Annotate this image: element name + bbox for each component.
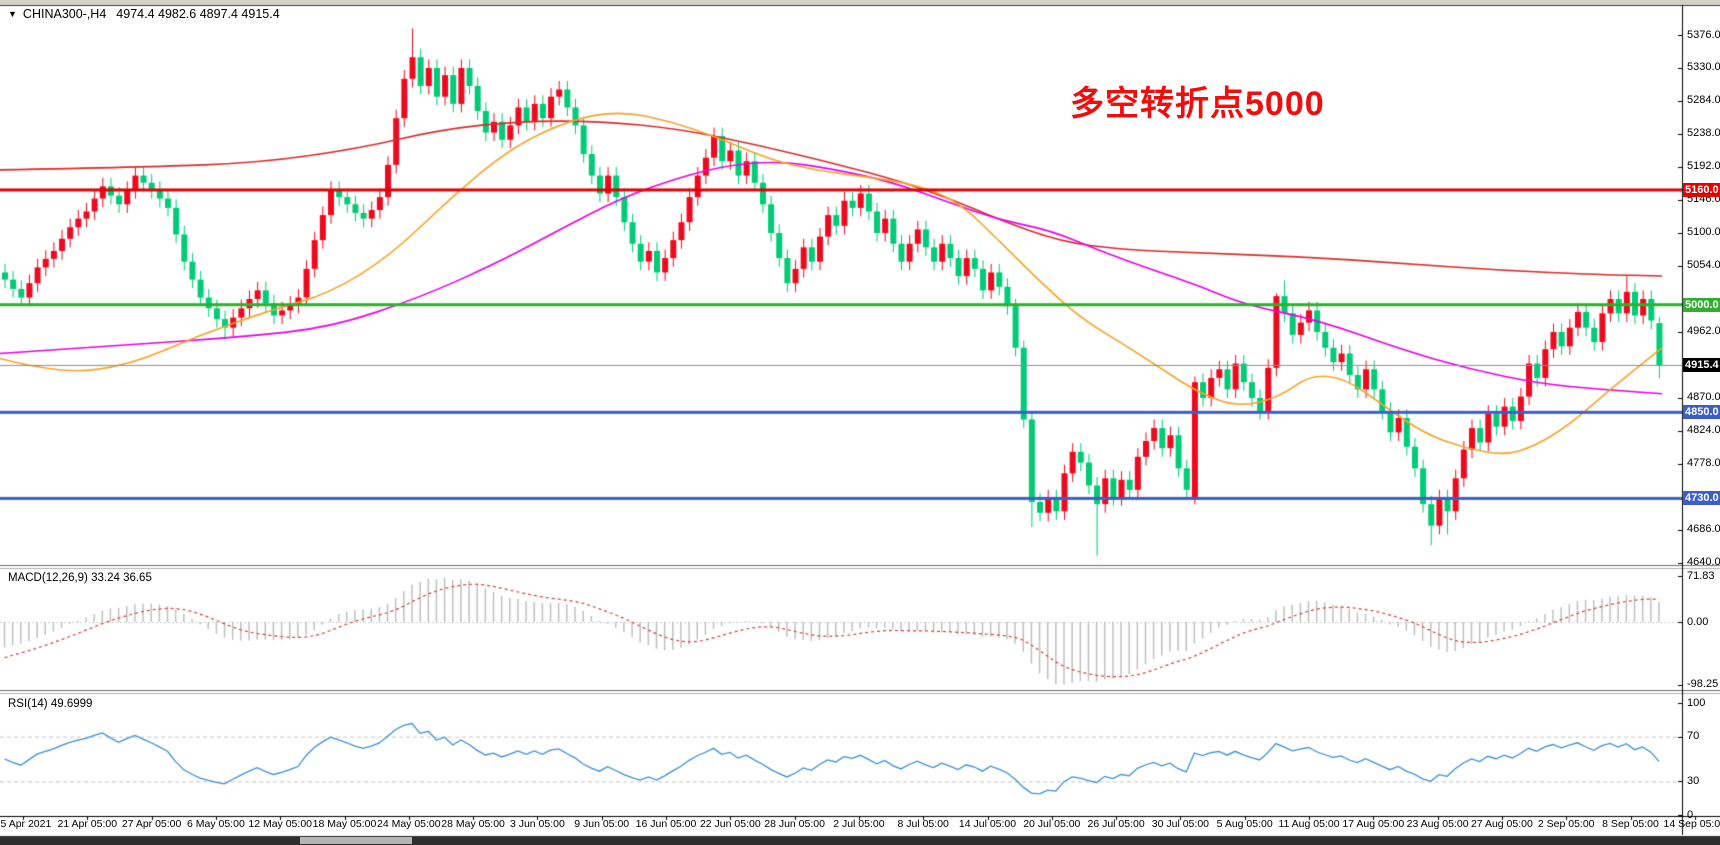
price-tick-label: 4962.0: [1687, 325, 1720, 338]
date-label: 15 Apr 2021: [0, 818, 52, 830]
rsi-tick-label: 70: [1687, 730, 1700, 743]
price-tag: 4850.0: [1683, 405, 1720, 420]
symbol-period-label: CHINA300-,H4: [22, 7, 107, 21]
date-label: 18 May 05:00: [312, 818, 377, 830]
symbol-dropdown-icon[interactable]: ▼: [8, 9, 17, 19]
price-tick-label: 5238.0: [1687, 127, 1720, 140]
date-label: 17 Aug 05:00: [1342, 818, 1405, 830]
date-label: 14 Sep 05:00: [1663, 818, 1720, 830]
date-label: 2 Sep 05:00: [1537, 818, 1595, 830]
price-tick-label: 4640.0: [1687, 556, 1720, 569]
price-tick-label: 5100.0: [1687, 226, 1720, 239]
price-tick-label: 4778.0: [1687, 457, 1720, 470]
chart-annotation-text: 多空转折点5000: [1070, 85, 1325, 123]
title-ohlc-values: 4974.4 4982.6 4897.4 4915.4: [116, 7, 280, 21]
date-label: 14 Jul 05:00: [958, 818, 1017, 830]
macd-indicator-name: MACD(12,26,9): [8, 572, 88, 584]
date-label: 20 Jul 05:00: [1023, 818, 1081, 830]
price-tick-label: 4870.0: [1687, 391, 1720, 404]
date-label: 5 Aug 05:00: [1216, 818, 1273, 830]
rsi-tick-label: 30: [1687, 774, 1700, 787]
macd-tick-label: 0.00: [1687, 615, 1709, 628]
date-label: 9 Jun 05:00: [574, 818, 630, 830]
date-label: 24 May 05:00: [376, 818, 441, 830]
date-label: 28 Jun 05:00: [764, 818, 825, 830]
price-tick-label: 4686.0: [1687, 523, 1720, 536]
macd-tick-label: 71.83: [1687, 569, 1715, 582]
date-label: 27 Aug 05:00: [1470, 818, 1533, 830]
rsi-label: RSI(14) 49.6999: [8, 698, 92, 710]
macd-indicator-values: 33.24 36.65: [91, 572, 152, 584]
date-label: 23 Aug 05:00: [1406, 818, 1469, 830]
rsi-indicator-values: 49.6999: [50, 698, 93, 710]
scrollbar-thumb[interactable]: [300, 837, 412, 844]
price-tag: 4730.0: [1683, 491, 1720, 506]
price-tick-label: 4824.0: [1687, 424, 1720, 437]
price-tick-label: 5330.0: [1687, 61, 1720, 74]
date-label: 6 May 05:00: [186, 818, 245, 830]
rsi-tick-label: 0: [1687, 808, 1694, 821]
date-label: 16 Jun 05:00: [635, 818, 697, 830]
rsi-tick-label: 100: [1687, 696, 1706, 709]
price-tick-label: 5192.0: [1687, 160, 1720, 173]
price-tag: 5160.0: [1683, 182, 1720, 197]
date-label: 11 Aug 05:00: [1278, 818, 1340, 830]
date-label: 26 Jul 05:00: [1087, 818, 1145, 830]
date-label: 2 Jul 05:00: [833, 818, 885, 830]
date-label: 27 Apr 05:00: [121, 818, 182, 830]
price-tag: 5000.0: [1683, 297, 1720, 312]
date-label: 8 Jul 05:00: [897, 818, 949, 830]
date-label: 3 Jun 05:00: [509, 818, 565, 830]
date-label: 30 Jul 05:00: [1151, 818, 1209, 830]
rsi-indicator-name: RSI(14): [8, 698, 48, 710]
macd-label: MACD(12,26,9) 33.24 36.65: [8, 572, 152, 584]
price-tag: 4915.4: [1683, 358, 1720, 373]
price-tick-label: 5054.0: [1687, 259, 1720, 272]
date-label: 28 May 05:00: [441, 818, 505, 830]
date-label: 21 Apr 05:00: [57, 818, 118, 830]
date-label: 8 Sep 05:00: [1602, 818, 1659, 830]
macd-tick-label: -98.25: [1687, 678, 1719, 691]
price-tick-label: 5376.0: [1687, 28, 1720, 41]
chart-title: ▼ CHINA300-,H4 4974.4 4982.6 4897.4 4915.4: [8, 7, 280, 21]
date-label: 22 Jun 05:00: [699, 818, 761, 830]
price-tick-label: 5284.0: [1687, 94, 1720, 107]
date-label: 12 May 05:00: [248, 818, 313, 830]
